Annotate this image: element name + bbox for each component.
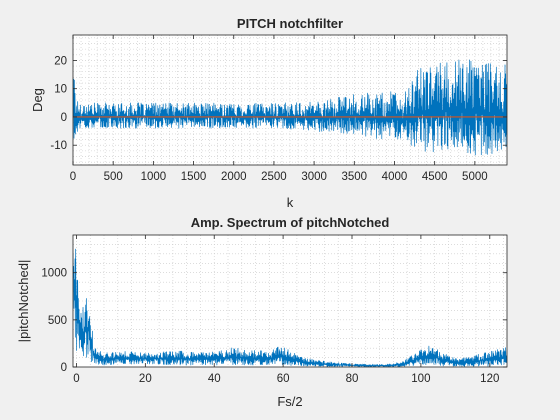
series-layer <box>73 59 507 156</box>
x-tick-label: 1000 <box>141 171 167 183</box>
signal-line <box>73 248 507 367</box>
series-layer <box>73 248 507 367</box>
x-tick-label: 120 <box>480 373 499 385</box>
x-tick-label: 2500 <box>261 171 287 183</box>
y-tick-label: 0 <box>61 362 67 374</box>
ticks: 0 20 40 60 80 100 120 0 500 1000 <box>41 235 507 385</box>
x-tick-label: 3000 <box>301 171 327 183</box>
x-tick-label: 60 <box>277 373 290 385</box>
x-tick-label: 3500 <box>341 171 367 183</box>
x-tick-label: 5000 <box>462 171 488 183</box>
x-axis-label: Fs/2 <box>277 394 302 409</box>
x-tick-label: 4000 <box>382 171 408 183</box>
axes-box <box>72 34 508 166</box>
amp-spectrum-axes: 0 20 40 60 80 100 120 0 500 1000 Amp. Spectrum of… <box>16 215 508 409</box>
x-tick-label: 0 <box>73 373 79 385</box>
y-tick-label: -10 <box>50 140 67 152</box>
axes-box <box>72 234 508 368</box>
y-tick-label: 0 <box>61 112 67 124</box>
x-tick-label: 2000 <box>221 171 247 183</box>
series-group <box>73 248 507 367</box>
chart-title: Amp. Spectrum of pitchNotched <box>191 215 390 230</box>
pitch-notchfilter-axes: 0 500 1000 1500 2000 2500 3000 3500 4000 4500 5000… <box>30 16 508 210</box>
x-tick-label: 40 <box>208 373 221 385</box>
y-axis-label: Deg <box>30 88 45 112</box>
series-group <box>73 59 507 156</box>
y-axis-label: |pitchNotched| <box>16 260 31 343</box>
x-tick-label: 500 <box>104 171 123 183</box>
y-tick-label: 1000 <box>41 268 67 280</box>
y-tick-label: 10 <box>54 84 67 96</box>
y-tick-label: 500 <box>48 315 67 327</box>
ticks: 0 500 1000 1500 2000 2500 3000 3500 4000 4500 5000… <box>50 35 507 183</box>
x-tick-label: 100 <box>411 373 430 385</box>
x-tick-label: 20 <box>139 373 152 385</box>
x-tick-label: 4500 <box>422 171 448 183</box>
x-tick-label: 0 <box>70 171 76 183</box>
y-tick-label: 20 <box>54 55 67 67</box>
x-tick-label: 80 <box>346 373 359 385</box>
x-tick-label: 1500 <box>181 171 207 183</box>
x-axis-label: k <box>287 195 294 210</box>
chart-title: PITCH notchfilter <box>237 16 343 31</box>
